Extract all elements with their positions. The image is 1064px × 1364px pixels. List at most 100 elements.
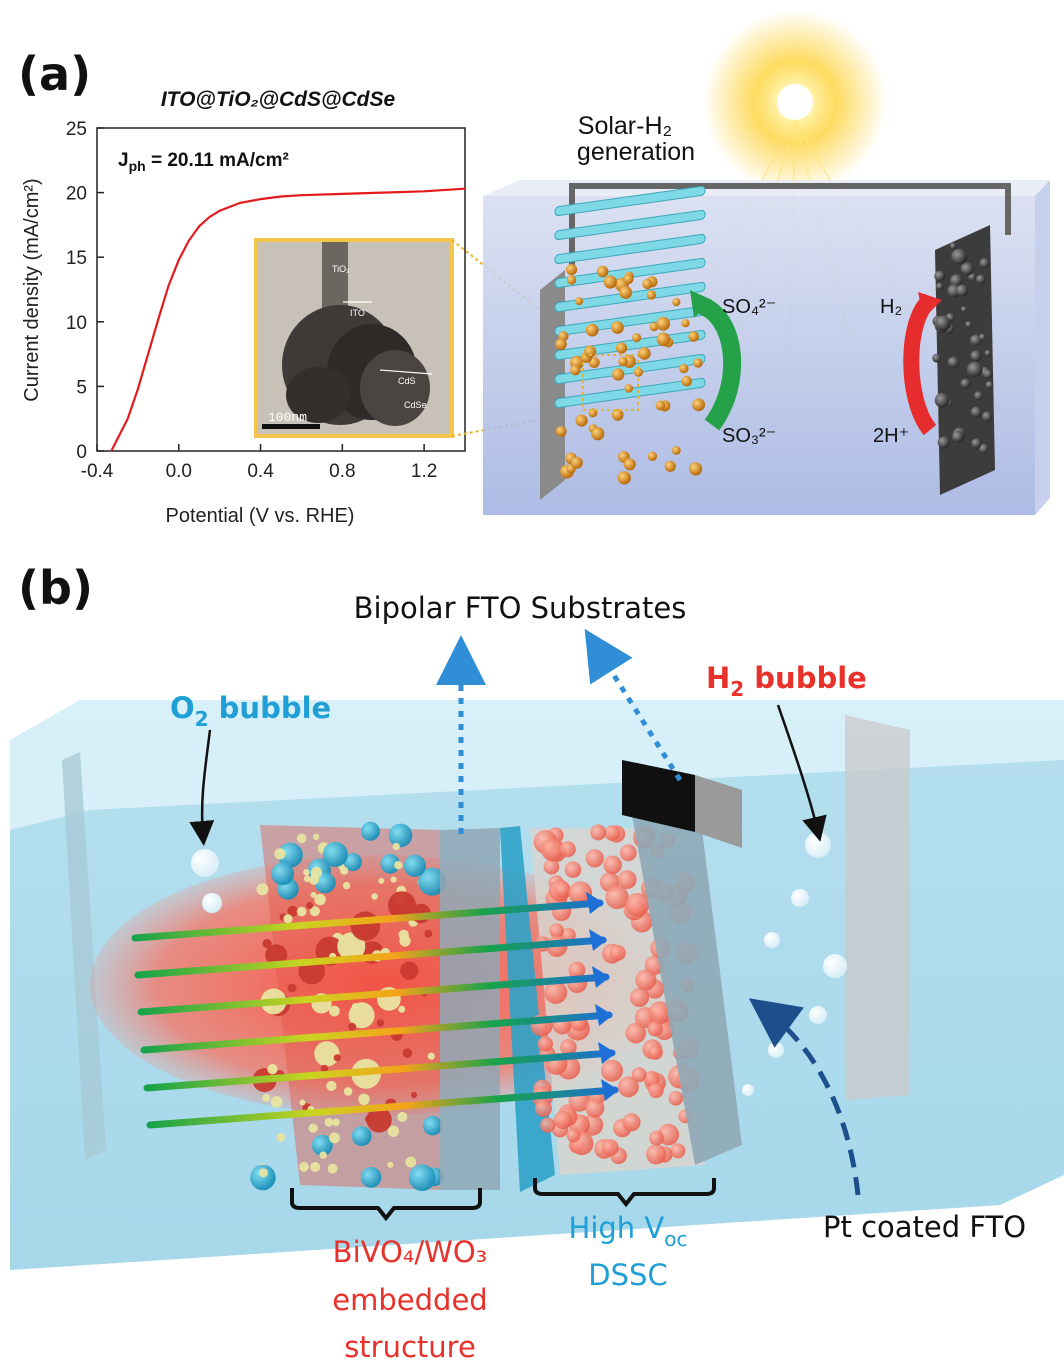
quantum-dot — [565, 264, 578, 276]
light-arrowhead — [592, 966, 610, 988]
bivo4-particle — [308, 874, 320, 885]
x-tick-label: 0.8 — [329, 461, 355, 482]
tandem-cell-diagram — [10, 700, 1064, 1270]
bivo4-particle — [392, 842, 400, 851]
quantum-dot — [596, 265, 609, 278]
tio2-particle — [537, 1036, 554, 1052]
green-arrow — [696, 296, 742, 431]
bivo4-particle — [400, 961, 419, 980]
y-tick-label: 0 — [76, 442, 87, 463]
tio2-particle — [554, 881, 571, 898]
bivo4-particle — [402, 1048, 413, 1058]
quantum-dot — [555, 426, 567, 437]
gas-bubble — [984, 350, 991, 357]
gas-bubble — [976, 274, 986, 284]
tio2-particle — [560, 1039, 577, 1056]
y-tick-label: 15 — [66, 248, 87, 269]
dssc-substrate — [622, 760, 742, 1165]
bivo4-particle — [296, 833, 307, 844]
bivo4-particle — [329, 1132, 340, 1144]
series-line — [110, 187, 466, 452]
bivo4-bracket — [290, 1188, 482, 1222]
quantum-dot — [689, 462, 703, 476]
nanorod — [554, 185, 706, 216]
solar-h2-diagram: Solar-H₂ generation SO₄²⁻ SO₃²⁻ H₂ 2H⁺ — [483, 10, 1050, 515]
quantum-dot — [585, 323, 599, 337]
bivo4-particle — [309, 906, 320, 917]
quantum-dot — [570, 365, 581, 376]
y-tick-label: 20 — [66, 184, 87, 205]
quantum-dot — [688, 331, 699, 342]
quantum-dot — [591, 427, 605, 441]
gas-bubble — [970, 334, 982, 347]
diagram-title-line2: generation — [577, 138, 695, 166]
zoom-line-bottom — [451, 414, 566, 437]
bivo4-particle — [262, 939, 272, 949]
bivo4-particle — [283, 914, 293, 924]
x-axis-title: Potential (V vs. RHE) — [166, 505, 355, 527]
quantum-dot — [647, 451, 658, 461]
light-arrowhead — [586, 892, 604, 914]
tio2-particle — [622, 1113, 641, 1132]
quantum-dot — [679, 363, 689, 374]
quantum-dot — [612, 368, 625, 381]
diagram-title-line1: Solar-H₂ — [578, 112, 672, 140]
light-arrowhead — [598, 1042, 616, 1064]
tio2-particle — [543, 858, 560, 875]
gas-bubble — [979, 333, 986, 341]
gas-bubble — [937, 436, 950, 449]
bivo4-label-line2: embedded — [332, 1283, 487, 1317]
gas-bubble — [191, 849, 219, 877]
gas-bubble — [949, 242, 957, 250]
bivo4-particle — [308, 1123, 318, 1133]
gas-bubble — [809, 1006, 827, 1024]
tio2-particle — [625, 1022, 647, 1044]
quantum-dot — [575, 414, 588, 427]
bivo4-particle — [276, 1133, 286, 1142]
quantum-dot — [672, 298, 681, 307]
quantum-dot — [624, 384, 633, 393]
quantum-dot — [623, 274, 634, 285]
tio2-particle — [668, 1091, 684, 1106]
bivo4-particle — [342, 881, 351, 890]
bivo4-particle — [343, 1087, 353, 1096]
tio2-particle — [648, 1001, 672, 1025]
bivo4-particle — [387, 1161, 394, 1168]
y-tick-label: 25 — [66, 119, 87, 140]
quantum-dot — [611, 321, 624, 334]
gas-bubble — [956, 284, 969, 297]
bivo4-particle — [387, 1125, 400, 1137]
bivo4-particle — [388, 823, 413, 848]
gas-bubble — [932, 353, 941, 363]
quantum-dot — [681, 319, 690, 328]
quantum-dot — [555, 338, 567, 351]
tio2-particle — [559, 841, 576, 858]
gas-bubble — [974, 391, 983, 401]
bivo4-particle — [418, 867, 447, 896]
tio2-particle — [544, 980, 568, 1004]
bivo4-particle — [427, 1052, 435, 1060]
dssc-bracket — [533, 1178, 716, 1208]
x-tick-label: 0.0 — [166, 461, 192, 482]
tio2-particle — [649, 1130, 664, 1146]
gas-bubble — [823, 954, 847, 978]
gas-bubble — [935, 315, 951, 331]
pt-coated-fto-label: Pt coated FTO — [823, 1210, 1026, 1244]
panel-a-label: (a) — [18, 47, 91, 101]
quantum-dot — [656, 316, 671, 331]
tio2-particle — [646, 1144, 667, 1165]
bivo4-particle — [358, 1093, 370, 1106]
tio2-particle — [540, 1117, 556, 1133]
light-arrowhead — [601, 1079, 619, 1101]
bivo4-particle — [296, 906, 307, 917]
pt-fto-plate — [845, 715, 910, 1100]
bivo4-particle — [403, 854, 426, 878]
quantum-dot — [617, 471, 631, 485]
bivo4-particle — [351, 1126, 372, 1146]
quantum-dot — [646, 290, 657, 300]
bivo4-particle — [313, 833, 320, 840]
bivo4-particle — [319, 1151, 327, 1159]
bivo4-particle — [424, 929, 433, 938]
bivo4-particle — [262, 1093, 271, 1102]
iv-chart: ITO@TiO₂@CdS@CdSe Jph = 20.11 mA/cm² -0.… — [21, 88, 466, 527]
